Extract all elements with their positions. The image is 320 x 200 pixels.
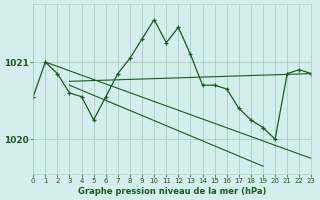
X-axis label: Graphe pression niveau de la mer (hPa): Graphe pression niveau de la mer (hPa) <box>78 187 267 196</box>
